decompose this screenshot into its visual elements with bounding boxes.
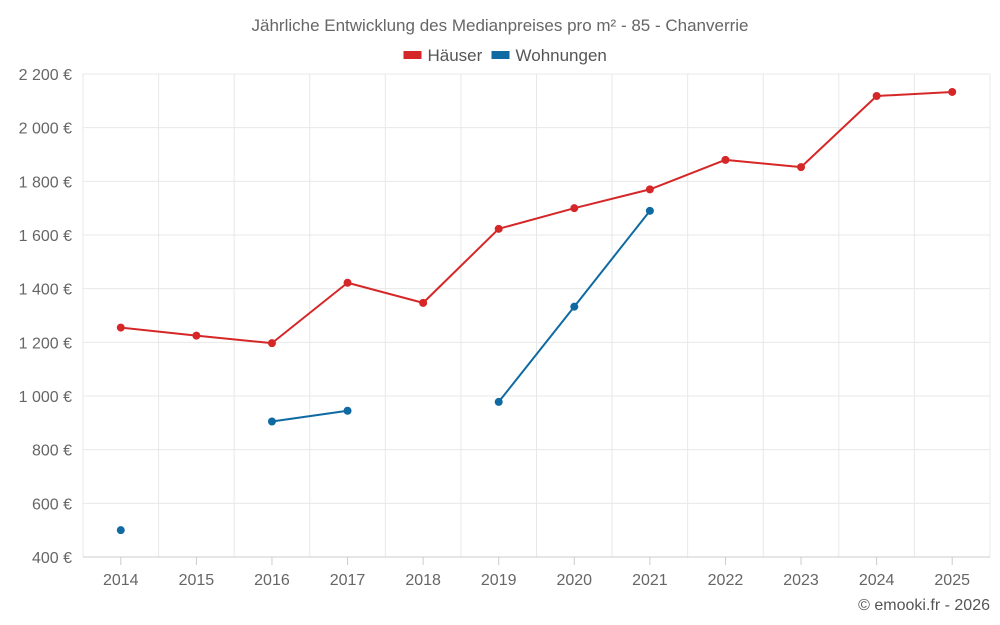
y-tick-label: 1 800 € (19, 174, 72, 191)
series-wohnungen (116, 206, 654, 535)
data-point-h-user (721, 155, 730, 164)
y-tick-label: 1 400 € (19, 282, 72, 299)
data-point-h-user (948, 87, 957, 96)
x-tick-label: 2024 (859, 572, 895, 589)
data-point-h-user (343, 278, 352, 287)
x-tick-label: 2015 (179, 572, 215, 589)
data-point-wohnungen (645, 206, 654, 215)
legend-swatch-h-user (403, 51, 422, 59)
copyright-text: © emooki.fr - 2026 (858, 597, 990, 614)
y-axis: 400 € 600 € 800 € 1 000 € 1 200 € 1 400 € 1 60… (19, 67, 72, 567)
legend-label-wohnungen: Wohnungen (516, 46, 607, 65)
series-group (116, 87, 957, 535)
data-point-h-user (116, 323, 125, 332)
data-point-h-user (872, 92, 881, 101)
series-line-h-user (120, 90, 953, 345)
x-tick-label: 2014 (103, 572, 139, 589)
chart-title: Jährliche Entwicklung des Medianpreises … (252, 16, 749, 35)
data-point-h-user (419, 298, 428, 307)
x-tick-label: 2018 (405, 572, 441, 589)
legend: Häuser Wohnungen (403, 46, 607, 65)
x-axis: 2014 2015 2016 2017 2018 2019 2020 2021 2022 2023… (103, 557, 970, 589)
y-tick-label: 1 600 € (19, 228, 72, 245)
data-point-wohnungen (570, 302, 579, 311)
legend-label-h-user: Häuser (428, 46, 483, 65)
grid-lines (82, 73, 991, 558)
data-point-wohnungen (494, 397, 503, 406)
x-tick-label: 2016 (254, 572, 290, 589)
y-tick-label: 600 € (32, 496, 72, 513)
series-line-wohnungen (271, 409, 348, 423)
x-tick-label: 2021 (632, 572, 668, 589)
y-tick-label: 2 000 € (19, 121, 72, 138)
x-tick-label: 2023 (783, 572, 819, 589)
data-point-wohnungen (343, 406, 352, 415)
data-point-h-user (494, 224, 503, 233)
y-tick-label: 1 000 € (19, 389, 72, 406)
data-point-h-user (645, 185, 654, 194)
y-tick-label: 1 200 € (19, 335, 72, 352)
x-tick-label: 2022 (708, 572, 744, 589)
data-point-h-user (797, 163, 806, 172)
data-point-h-user (267, 339, 276, 348)
x-tick-label: 2019 (481, 572, 517, 589)
data-point-h-user (570, 204, 579, 213)
y-tick-label: 400 € (32, 550, 72, 567)
x-tick-label: 2025 (934, 572, 970, 589)
data-point-wohnungen (116, 526, 125, 535)
y-tick-label: 2 200 € (19, 67, 72, 84)
data-point-h-user (192, 331, 201, 340)
x-tick-label: 2017 (330, 572, 366, 589)
x-tick-label: 2020 (556, 572, 592, 589)
y-tick-label: 800 € (32, 443, 72, 460)
series-h-user (116, 87, 957, 348)
legend-swatch-wohnungen (491, 51, 510, 59)
data-point-wohnungen (267, 417, 276, 426)
